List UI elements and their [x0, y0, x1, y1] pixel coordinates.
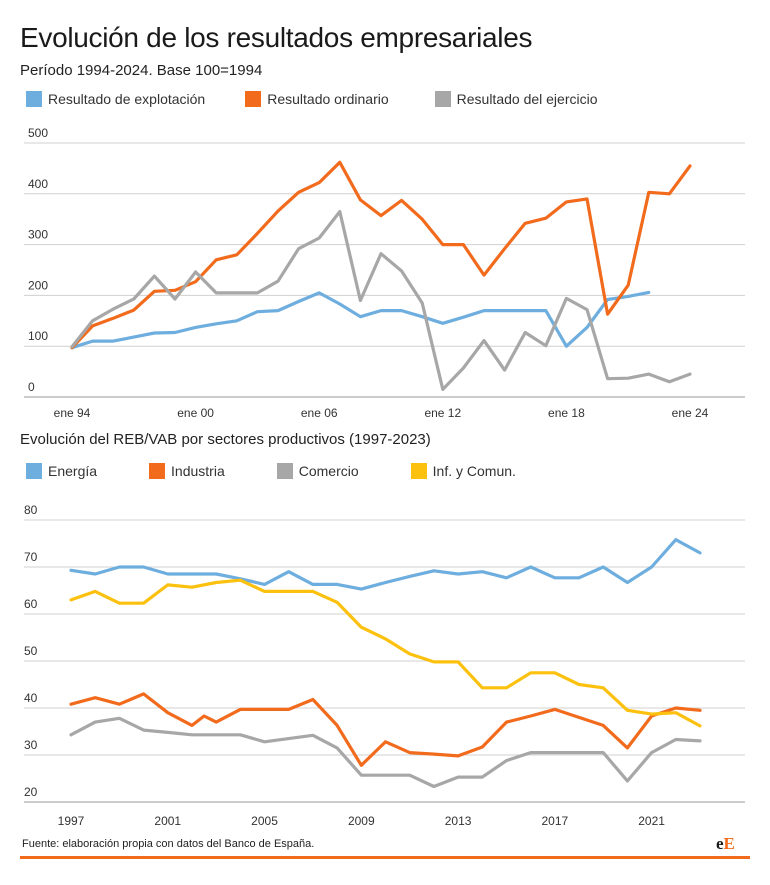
y-tick-label: 400	[28, 177, 48, 191]
x-tick-label: ene 06	[301, 406, 338, 420]
series-line-industria	[69, 692, 702, 767]
x-tick-label: ene 12	[424, 406, 461, 420]
x-tick-label: 2017	[541, 814, 568, 828]
legend-label: Resultado del ejercicio	[456, 91, 598, 107]
series-line-resultado-ordinario	[70, 160, 692, 350]
legend-swatch	[434, 91, 451, 107]
source-note: Fuente: elaboración propia con datos del…	[22, 838, 315, 850]
legend-swatch	[149, 463, 166, 479]
gridlines	[24, 519, 745, 803]
publisher-logo: eE	[716, 834, 735, 853]
chart1-legend: Resultado de explotación Resultado ordina…	[26, 91, 598, 107]
y-tick-label: 100	[28, 329, 48, 343]
y-tick-label: 30	[24, 738, 38, 752]
y-tick-label: 20	[24, 785, 38, 799]
gridlines	[24, 142, 745, 398]
x-tick-label: 2001	[154, 814, 181, 828]
y-tick-label: 200	[28, 278, 48, 292]
x-tick-label: 1997	[58, 814, 85, 828]
legend-label: Inf. y Comun.	[432, 463, 516, 479]
x-tick-label: ene 94	[54, 406, 91, 420]
legend-swatch	[26, 463, 42, 479]
bottom-accent-rule	[20, 856, 750, 859]
legend-label: Resultado ordinario	[267, 91, 389, 107]
y-tick-label: 300	[28, 228, 48, 242]
legend-item-resultado-de-explotacion: Resultado de explotación	[26, 91, 205, 107]
x-tick-label: 2021	[638, 814, 665, 828]
x-tick-label: 2013	[445, 814, 472, 828]
page-title: Evolución de los resultados empresariale…	[20, 22, 533, 53]
legend-item-comercio: Comercio	[276, 463, 359, 479]
legend-item-industria: Industria	[149, 463, 225, 479]
chart1-plot: 0 100 200 300 400 500 ene 94 ene 00 ene 06 ene 12…	[24, 126, 745, 420]
series-line-energia	[69, 538, 702, 591]
x-tick-label: 2009	[348, 814, 375, 828]
legend-swatch	[26, 91, 42, 107]
chart1-subtitle: Período 1994-2024. Base 100=1994	[20, 62, 263, 79]
y-tick-label: 0	[28, 380, 35, 394]
legend-label: Resultado de explotación	[48, 91, 206, 107]
y-tick-label: 80	[24, 503, 38, 517]
legend-label: Energía	[48, 463, 98, 479]
legend-label: Comercio	[298, 463, 359, 479]
legend-item-resultado-ordinario: Resultado ordinario	[245, 91, 389, 107]
x-tick-label: ene 18	[548, 406, 585, 420]
y-tick-label: 60	[24, 597, 38, 611]
y-tick-label: 70	[24, 550, 38, 564]
legend-label: Industria	[171, 463, 225, 479]
legend-swatch	[410, 463, 427, 479]
y-tick-label: 50	[24, 644, 38, 658]
x-tick-label: 2005	[251, 814, 278, 828]
x-tick-label: ene 00	[177, 406, 214, 420]
y-tick-label: 500	[28, 126, 48, 140]
legend-item-inf-y-comun: Inf. y Comun.	[410, 463, 516, 479]
series-line-resultado-del-ejercicio	[70, 210, 692, 391]
chart2-subtitle: Evolución del REB/VAB por sectores produ…	[20, 431, 431, 448]
series-line-comercio	[69, 716, 702, 789]
legend-item-energia: Energía	[26, 463, 97, 479]
x-tick-label: ene 24	[672, 406, 709, 420]
legend-swatch	[276, 463, 293, 479]
legend-swatch	[245, 91, 262, 107]
chart2-plot: 20 30 40 50 60 70 80 1997 2001 2005 2009 2013 2017 20…	[24, 503, 745, 828]
chart2-legend: Energía Industria Comercio Inf. y Comun.	[26, 463, 516, 479]
series-line-resultado-de-explotacion	[70, 290, 651, 350]
series-line-inf-y-comun	[69, 578, 702, 728]
y-tick-label: 40	[24, 691, 38, 705]
legend-item-resultado-del-ejercicio: Resultado del ejercicio	[434, 91, 598, 107]
